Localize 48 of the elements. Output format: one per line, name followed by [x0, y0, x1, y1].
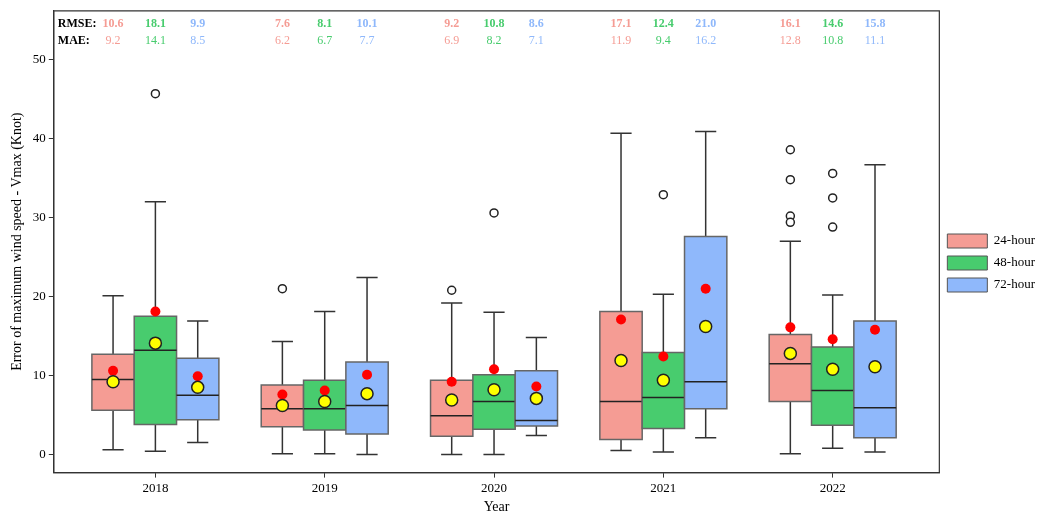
- annotation: 16.1: [779, 15, 801, 30]
- annotation: 6.2: [274, 32, 290, 47]
- legend-label: 48-hour: [993, 254, 1036, 270]
- annotation: 14.6: [822, 15, 844, 30]
- y-tick-label: 50: [32, 51, 46, 67]
- x-tick-label: 2018: [142, 479, 169, 495]
- y-axis-title: Error of maximum wind speed - Vmax (Knot): [9, 112, 26, 371]
- annotation: 8.5: [190, 32, 206, 47]
- x-tick-label: 2020: [481, 479, 508, 495]
- y-tick-label: 10: [32, 366, 46, 382]
- annotation: 10.6: [102, 15, 124, 30]
- x-tick-label: 2022: [819, 479, 846, 495]
- annotation: 9.2: [444, 15, 460, 30]
- x-tick-label: 2021: [650, 479, 677, 495]
- annotation: 17.1: [610, 15, 632, 30]
- y-tick-label: 40: [32, 130, 46, 146]
- legend-label: 24-hour: [993, 232, 1036, 248]
- annotation: 15.8: [864, 15, 886, 30]
- y-tick-label: 20: [32, 287, 46, 303]
- annotation: 10.8: [483, 15, 505, 30]
- annotation: 10.8: [822, 32, 844, 47]
- y-tick-label: 0: [39, 445, 46, 461]
- annotation: 6.7: [317, 32, 333, 47]
- annotation: 9.4: [655, 32, 671, 47]
- annotation: 12.4: [652, 15, 674, 30]
- legend-label: 72-hour: [993, 276, 1036, 292]
- annotation: 9.2: [105, 32, 121, 47]
- x-tick-label: 2019: [311, 479, 338, 495]
- annotation: 11.9: [610, 32, 632, 47]
- annotation: 21.0: [695, 15, 717, 30]
- y-tick-label: 30: [32, 209, 46, 225]
- annotation: 11.1: [864, 32, 886, 47]
- annotation: 12.8: [779, 32, 801, 47]
- annotation: 6.9: [444, 32, 460, 47]
- annotation: 7.1: [528, 32, 544, 47]
- annotation: 8.1: [317, 15, 333, 30]
- annotation: 18.1: [144, 15, 166, 30]
- annotation: 8.6: [528, 15, 544, 30]
- annotation: RMSE:: [57, 15, 97, 30]
- annotation: 8.2: [486, 32, 502, 47]
- annotation: 14.1: [144, 32, 166, 47]
- x-axis-title: Year: [483, 499, 510, 515]
- annotation: 10.1: [356, 15, 378, 30]
- annotation: MAE:: [57, 32, 90, 47]
- annotation: 9.9: [190, 15, 206, 30]
- annotation: 16.2: [695, 32, 717, 47]
- annotation: 7.6: [274, 15, 290, 30]
- annotation: 7.7: [359, 32, 375, 47]
